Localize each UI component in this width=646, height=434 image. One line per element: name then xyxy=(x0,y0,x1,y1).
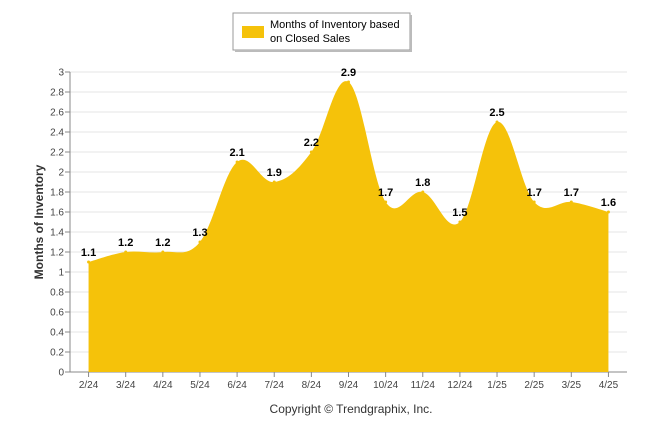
data-point xyxy=(235,160,239,164)
series-area xyxy=(88,81,609,372)
data-point xyxy=(87,260,91,264)
legend-series-label: Months of Inventory based on Closed Sales xyxy=(270,19,400,45)
data-label: 2.1 xyxy=(229,147,244,159)
data-label: 1.9 xyxy=(267,167,282,179)
data-point xyxy=(495,120,499,124)
legend-swatch xyxy=(242,26,264,38)
y-tick-label: 2.6 xyxy=(50,108,64,119)
data-point xyxy=(384,200,388,204)
x-tick-label: 9/24 xyxy=(339,380,359,391)
x-axis: 2/24 3/24 4/24 5/24 6/24 7/24 8/24 9/24 10/24 11/… xyxy=(70,371,627,391)
data-label: 1.1 xyxy=(81,247,96,259)
y-tick-label: 1.2 xyxy=(50,248,64,259)
x-tick-label: 2/24 xyxy=(79,380,99,391)
legend-shadow xyxy=(410,15,412,52)
data-point xyxy=(569,200,573,204)
data-point xyxy=(124,250,128,254)
data-point xyxy=(421,190,425,194)
data-point xyxy=(198,240,202,244)
data-point xyxy=(272,180,276,184)
data-label: 1.5 xyxy=(452,207,467,219)
x-tick-label: 12/24 xyxy=(447,380,472,391)
data-point xyxy=(458,220,462,224)
x-tick-label: 10/24 xyxy=(373,380,398,391)
x-tick-label: 3/25 xyxy=(562,380,582,391)
x-tick-label: 7/24 xyxy=(264,380,284,391)
x-tick-label: 4/25 xyxy=(599,380,619,391)
data-label: 2.9 xyxy=(341,67,356,79)
y-tick-label: 2.8 xyxy=(50,88,64,99)
x-tick-label: 4/24 xyxy=(153,380,173,391)
data-point xyxy=(606,210,610,214)
y-tick-label: 1 xyxy=(58,268,64,279)
data-label: 2.2 xyxy=(304,137,319,149)
x-tick-label: 2/25 xyxy=(524,380,544,391)
data-label: 1.8 xyxy=(415,177,430,189)
data-label: 1.7 xyxy=(564,187,579,199)
y-tick-label: 3 xyxy=(58,68,64,79)
x-tick-label: 11/24 xyxy=(411,380,436,391)
data-point xyxy=(161,250,165,254)
x-tick-label: 8/24 xyxy=(302,380,322,391)
data-point xyxy=(347,80,350,84)
copyright-credit: Copyright © Trendgraphix, Inc. xyxy=(270,402,433,416)
legend: Months of Inventory based on Closed Sales xyxy=(232,12,412,52)
data-label: 1.2 xyxy=(118,237,133,249)
data-label: 1.7 xyxy=(527,187,542,199)
data-point xyxy=(309,150,313,154)
y-tick-label: 1.8 xyxy=(50,188,64,199)
y-tick-label: 2 xyxy=(58,168,64,179)
x-tick-label: 1/25 xyxy=(487,380,507,391)
data-label: 1.3 xyxy=(192,227,207,239)
y-tick-label: 0.8 xyxy=(50,288,64,299)
y-tick-label: 1.4 xyxy=(50,228,64,239)
y-tick-label: 0.2 xyxy=(50,348,64,359)
data-label: 1.7 xyxy=(378,187,393,199)
y-tick-label: 1.6 xyxy=(50,208,64,219)
data-labels: 1.1 1.2 1.2 1.3 2.1 1.9 2.2 2.9 1.7 1.8 1.5 2.5 1.7 1… xyxy=(81,67,616,259)
data-label: 1.6 xyxy=(601,197,616,209)
x-tick-label: 5/24 xyxy=(190,380,210,391)
y-axis-title: Months of Inventory xyxy=(32,164,46,279)
y-tick-label: 0 xyxy=(58,368,64,379)
y-tick-label: 2.2 xyxy=(50,148,64,159)
y-axis: 0 0.2 0.4 0.6 0.8 1 1.2 1.4 1.6 1.8 2 2.2 2.4 2.6 2.8 3 xyxy=(50,68,71,379)
y-tick-label: 0.6 xyxy=(50,308,64,319)
x-tick-label: 3/24 xyxy=(116,380,136,391)
legend-shadow-bottom xyxy=(235,50,412,52)
y-tick-label: 2.4 xyxy=(50,128,64,139)
data-label: 1.2 xyxy=(155,237,170,249)
data-point xyxy=(532,200,536,204)
data-label: 2.5 xyxy=(489,107,504,119)
series-layer xyxy=(87,80,610,372)
x-tick-label: 6/24 xyxy=(227,380,247,391)
y-tick-label: 0.4 xyxy=(50,328,64,339)
